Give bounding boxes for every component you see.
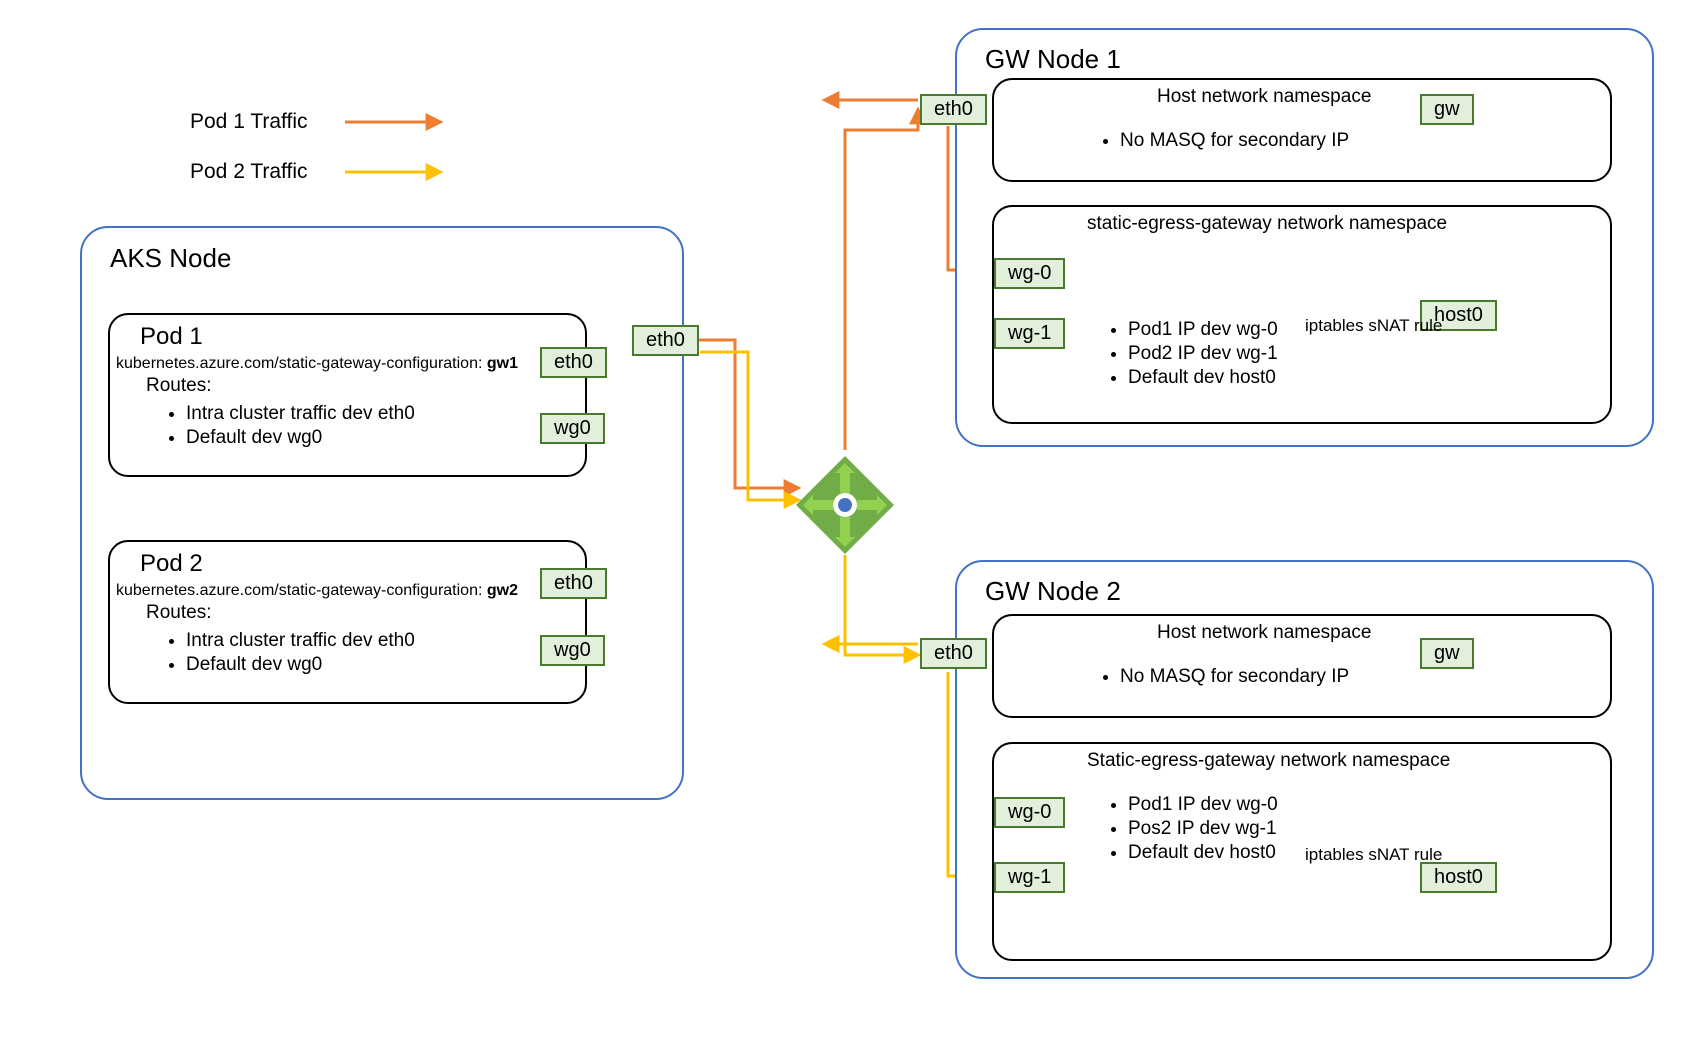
pod1-routes-title: Routes: [146, 375, 211, 397]
router-icon [790, 450, 900, 560]
gw1-host-bullets: No MASQ for secondary IP [1092, 128, 1349, 154]
gw1-seg-bullets: Pod1 IP dev wg-0Pod2 IP dev wg-1Default … [1100, 317, 1278, 391]
gw2-seg-ns [992, 742, 1612, 961]
bullet-item: Pod1 IP dev wg-0 [1128, 794, 1278, 816]
bullet-item: Pos2 IP dev wg-1 [1128, 818, 1278, 840]
pod2-wg0: wg0 [540, 635, 605, 666]
pod2-routes-title: Routes: [146, 602, 211, 624]
aks-title: AKS Node [110, 243, 231, 274]
gw1-gw-iface: gw [1420, 94, 1474, 125]
pod1-annotation: kubernetes.azure.com/static-gateway-conf… [116, 355, 518, 373]
pod2-eth0: eth0 [540, 568, 607, 599]
gw1-title: GW Node 1 [985, 44, 1121, 75]
bullet-item: Pod2 IP dev wg-1 [1128, 343, 1278, 365]
pod1-wg0: wg0 [540, 413, 605, 444]
pod2-title: Pod 2 [140, 550, 203, 578]
pod1-eth0: eth0 [540, 347, 607, 378]
gw1-eth0: eth0 [920, 94, 987, 125]
gw2-host-title: Host network namespace [1157, 622, 1371, 644]
route-item: Default dev wg0 [186, 654, 415, 676]
gw2-title: GW Node 2 [985, 576, 1121, 607]
route-item: Default dev wg0 [186, 427, 415, 449]
gw2-gw-iface: gw [1420, 638, 1474, 669]
gw1-seg-title: static-egress-gateway network namespace [1087, 213, 1447, 235]
pod2-annotation-prefix: kubernetes.azure.com/static-gateway-conf… [116, 582, 487, 599]
pod1-annotation-prefix: kubernetes.azure.com/static-gateway-conf… [116, 355, 487, 372]
gw1-wg0: wg-0 [994, 258, 1065, 289]
gw2-seg-bullets: Pod1 IP dev wg-0Pos2 IP dev wg-1Default … [1100, 792, 1278, 866]
bullet-item: Default dev host0 [1128, 842, 1278, 864]
gw1-wg1: wg-1 [994, 318, 1065, 349]
bullet-item: Default dev host0 [1128, 367, 1278, 389]
pod1-title: Pod 1 [140, 323, 203, 351]
pod2-annotation: kubernetes.azure.com/static-gateway-conf… [116, 582, 518, 600]
gw2-host0: host0 [1420, 862, 1497, 893]
pod2-routes: Intra cluster traffic dev eth0Default de… [158, 628, 415, 678]
bullet-item: No MASQ for secondary IP [1120, 130, 1349, 152]
legend-pod1: Pod 1 Traffic [190, 110, 308, 134]
gw1-seg-ns [992, 205, 1612, 424]
gw2-host-bullets: No MASQ for secondary IP [1092, 664, 1349, 690]
aks-eth0: eth0 [632, 325, 699, 356]
pod1-annotation-value: gw1 [487, 355, 518, 372]
bullet-item: Pod1 IP dev wg-0 [1128, 319, 1278, 341]
legend-pod2: Pod 2 Traffic [190, 160, 308, 184]
gw2-wg0: wg-0 [994, 797, 1065, 828]
pod2-annotation-value: gw2 [487, 582, 518, 599]
gw1-snat-label: iptables sNAT rule [1305, 316, 1442, 336]
gw1-host-title: Host network namespace [1157, 86, 1371, 108]
gw2-wg1: wg-1 [994, 862, 1065, 893]
route-item: Intra cluster traffic dev eth0 [186, 403, 415, 425]
route-item: Intra cluster traffic dev eth0 [186, 630, 415, 652]
bullet-item: No MASQ for secondary IP [1120, 666, 1349, 688]
pod1-routes: Intra cluster traffic dev eth0Default de… [158, 401, 415, 451]
gw2-snat-label: iptables sNAT rule [1305, 845, 1442, 865]
gw2-seg-title: Static-egress-gateway network namespace [1087, 750, 1450, 772]
gw2-eth0: eth0 [920, 638, 987, 669]
